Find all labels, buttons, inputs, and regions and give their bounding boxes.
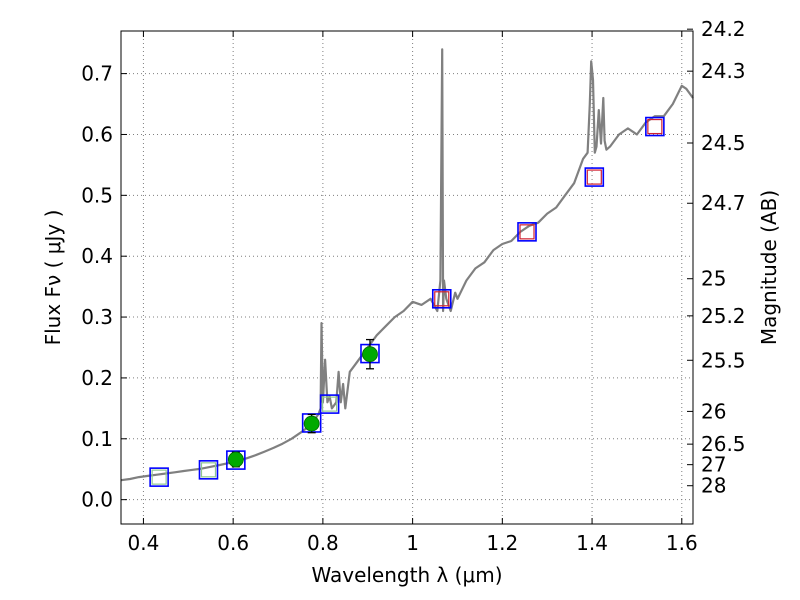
y-tick-label: 0.7 <box>81 62 113 86</box>
filter-square <box>584 167 605 187</box>
x-tick-label: 1.4 <box>576 531 608 555</box>
x-tick-label: 0.8 <box>307 531 339 555</box>
mag-tick-label: 28 <box>701 474 726 498</box>
filter-square <box>149 467 169 487</box>
filter-square <box>517 222 537 242</box>
model-point <box>434 291 450 307</box>
x-tick-label: 1.6 <box>666 531 698 555</box>
y2-axis-label: Magnitude (AB) <box>757 190 781 345</box>
model-point <box>647 118 663 135</box>
filter-square <box>645 116 665 137</box>
filter-square <box>319 394 340 414</box>
x-tick-label: 1.2 <box>486 531 518 555</box>
mag-tick-label: 25.5 <box>701 348 746 372</box>
y-tick-label: 0.1 <box>81 427 113 451</box>
plot-frame <box>120 30 694 525</box>
y-tick-label: 0.2 <box>81 366 113 390</box>
grid <box>121 31 693 524</box>
model-point <box>322 396 338 412</box>
y-axis-label: Flux Fν ( μJy ) <box>41 210 65 346</box>
mag-tick-label: 26 <box>701 399 726 423</box>
mag-tick-label: 24.3 <box>701 59 746 83</box>
filter-square <box>198 460 219 480</box>
filter-square <box>431 289 452 309</box>
y-tick-label: 0.3 <box>81 305 113 329</box>
axis-ticks: 0.4 0.6 0.8 1 1.2 1.4 1.6 0.0 0.1 0.2 0.3 0.4 0.5 0.6… <box>81 17 745 555</box>
spectrum-line <box>120 48 694 482</box>
mag-tick-label: 24.5 <box>701 131 746 155</box>
x-tick-label: 0.4 <box>128 531 160 555</box>
model-point <box>519 224 535 240</box>
mag-tick-label: 24.7 <box>701 191 746 215</box>
mag-tick-label: 25.2 <box>701 304 746 328</box>
model-point <box>200 462 217 478</box>
x-tick-label: 1 <box>406 531 419 555</box>
filter-square <box>226 450 246 470</box>
y-tick-label: 0.4 <box>81 244 113 268</box>
mag-tick-label: 27 <box>701 453 726 477</box>
plot-data <box>120 48 694 487</box>
mag-tick-label: 25 <box>701 267 726 291</box>
observed-point <box>303 415 320 432</box>
y-tick-label: 0.0 <box>81 488 113 512</box>
y-tick-label: 0.5 <box>81 183 113 207</box>
mag-tick-label: 26.5 <box>701 432 746 456</box>
observed-point <box>227 451 244 468</box>
observed-point <box>362 346 378 363</box>
x-tick-label: 0.6 <box>217 531 249 555</box>
model-point <box>586 169 602 185</box>
y-tick-label: 0.6 <box>81 122 113 146</box>
mag-tick-label: 24.2 <box>701 17 746 41</box>
model-point <box>151 469 167 485</box>
x-axis-label: Wavelength λ (μm) <box>311 563 502 587</box>
